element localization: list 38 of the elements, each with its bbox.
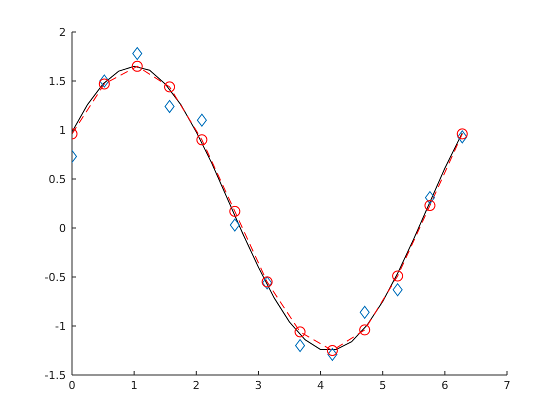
point [424,200,436,211]
y-tick-label: 0.5 [48,172,66,186]
y-tick-label: 1.5 [48,74,66,88]
point [196,134,208,146]
x-tick-label: 3 [254,378,262,392]
x-tick-label: 2 [192,378,200,392]
point [295,339,306,352]
point [230,218,240,232]
x-tick-label: 1 [130,378,138,392]
point [326,345,338,356]
x-tick-label: 0 [68,378,76,392]
x-tick-label: 7 [504,378,510,392]
point [456,128,468,140]
point [164,81,176,92]
point [229,206,240,217]
point [196,114,207,127]
y-tick-label: 2 [59,26,66,39]
point [360,306,370,319]
point [132,60,143,72]
point [359,324,370,336]
point [327,348,338,361]
y-tick-label: -0.5 [44,270,66,284]
point [99,74,110,88]
y-tick-label: -1.5 [44,368,66,382]
point [132,47,142,60]
point [164,100,175,113]
point [98,78,110,90]
y-tick-label: -1 [55,320,66,333]
x-tick-label: 6 [441,378,448,392]
point [392,270,404,282]
y-tick-label: 0 [59,222,66,235]
x-tick-label: 5 [379,378,386,392]
point [294,326,306,338]
x-tick-label: 4 [317,378,324,392]
point [424,191,435,204]
y-tick-label: 1 [59,124,66,137]
point [457,130,468,144]
point [392,283,403,296]
